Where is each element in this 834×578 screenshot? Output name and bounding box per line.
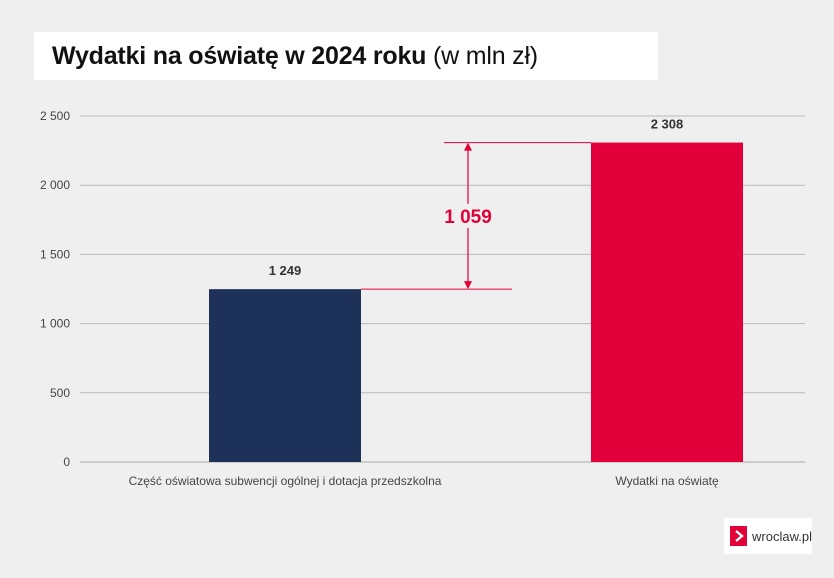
y-tick-label: 2 000	[40, 178, 70, 192]
chart-title-unit: (w mln zł)	[433, 41, 538, 70]
chart-title-main: Wydatki na oświatę w 2024 roku	[52, 41, 427, 70]
data-label: 1 249	[269, 263, 302, 278]
y-tick-label: 500	[50, 386, 70, 400]
annotation-label-bg	[442, 203, 494, 228]
x-tick-label: Część oświatowa subwencji ogólnej i dota…	[129, 474, 442, 488]
chevron-right-icon	[730, 526, 748, 546]
chart-title: Wydatki na oświatę w 2024 roku (w mln zł…	[52, 42, 538, 71]
bar	[591, 142, 743, 462]
logo-text: wroclaw.pl	[752, 528, 812, 544]
annotation-arrowhead-bottom	[464, 281, 472, 290]
y-tick-label: 1 000	[40, 317, 70, 331]
y-tick-label: 0	[63, 455, 70, 469]
data-label: 2 308	[651, 117, 684, 132]
bar	[209, 289, 361, 462]
annotation-arrowhead-top	[464, 142, 472, 151]
annotation-label: 1 059	[444, 207, 492, 228]
y-tick-label: 2 500	[40, 109, 70, 123]
title-box: Wydatki na oświatę w 2024 roku (w mln zł…	[34, 32, 658, 80]
wroclaw-logo: wroclaw.pl	[724, 518, 812, 554]
y-tick-label: 1 500	[40, 247, 70, 261]
x-tick-label: Wydatki na oświatę	[615, 474, 719, 488]
